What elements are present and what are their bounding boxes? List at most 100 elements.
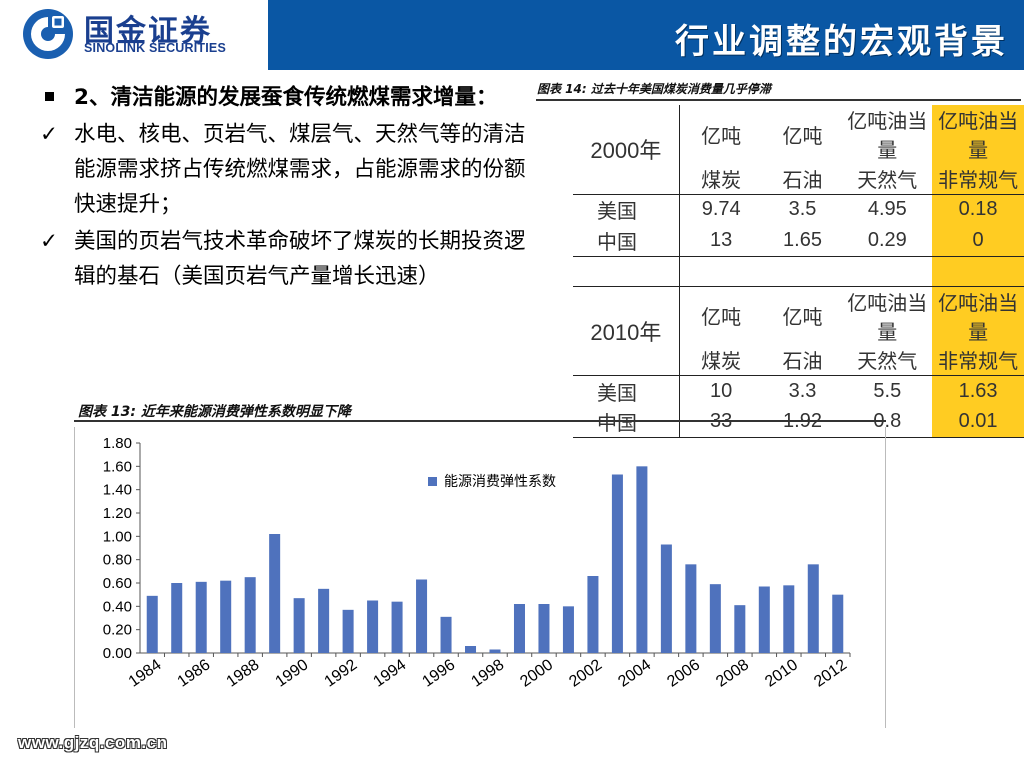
header-cell: 亿吨油当量: [847, 292, 928, 344]
table-row: 中国 13 1.65 0.29 0: [573, 225, 1024, 257]
bar-2000: [538, 604, 550, 653]
header-cell: 亿吨: [782, 307, 823, 329]
bar-2011: [807, 564, 819, 653]
header-cell: 亿吨: [782, 125, 823, 148]
table-caption: 图表 14: 过去十年美国煤炭消费量几乎停滞: [537, 82, 771, 96]
bullet-text: 2、清洁能源的发展蚕食传统燃煤需求增量：: [74, 85, 498, 110]
value-cell: 9.74: [679, 193, 763, 225]
checkmark-icon: ✓: [39, 229, 58, 254]
country-cell: 美国: [573, 375, 680, 407]
value-cell: 10: [679, 375, 763, 407]
bar-1997: [465, 646, 477, 653]
y-tick-label: 0.40: [103, 598, 132, 615]
table-row: 煤炭 石油 天然气 非常规气: [573, 344, 1024, 376]
bar-2001: [562, 606, 574, 653]
x-tick-label: 1994: [370, 656, 409, 690]
bar-1990: [293, 598, 305, 653]
bullet-text: 水电、核电、页岩气、煤层气、天然气等的清洁能源需求挤占传统燃煤需求，占能源需求的…: [74, 122, 526, 217]
value-cell: 0.8: [842, 406, 933, 438]
bar-1985: [171, 583, 183, 653]
header-cell: 煤炭: [701, 169, 742, 192]
header-cell: 天然气: [857, 169, 918, 192]
table-row: 美国 9.74 3.5 4.95 0.18: [573, 193, 1024, 225]
value-cell: 3.5: [762, 193, 843, 225]
header-cell: 天然气: [857, 351, 918, 374]
value-cell: 0.18: [932, 193, 1024, 225]
value-cell: 0.01: [932, 406, 1024, 438]
bar-2010: [783, 585, 795, 653]
x-tick-label: 2002: [566, 656, 605, 690]
header-bar: 国金证券 SINOLINK SECURITIES 行业调整的宏观背景: [0, 0, 1024, 70]
bar-1987: [220, 580, 232, 653]
y-tick-label: 1.40: [103, 482, 132, 499]
bar-2009: [758, 586, 770, 653]
header-cell: 石油: [782, 351, 823, 374]
square-bullet-icon: [32, 80, 66, 115]
bar-2002: [587, 576, 599, 653]
table-spacer-row: [573, 256, 1024, 287]
logo-chinese-name: 国金证券: [84, 14, 212, 49]
bullet-item: 2、清洁能源的发展蚕食传统燃煤需求增量：: [30, 80, 530, 115]
value-cell: 33: [679, 406, 763, 438]
header-cell: 亿吨油当量: [847, 111, 928, 162]
x-tick-label: 1990: [273, 656, 312, 690]
legend-label: 能源消费弹性系数: [444, 474, 556, 490]
year-cell: 2010年: [573, 286, 680, 376]
bar-1984: [146, 595, 158, 653]
y-tick-label: 0.20: [103, 622, 132, 639]
bar-2007: [709, 584, 721, 653]
header-cell: 非常规气: [932, 163, 1024, 194]
bar-2005: [660, 544, 672, 653]
sinolink-logo-icon: [23, 9, 73, 59]
bar-2008: [734, 605, 746, 653]
x-tick-label: 1992: [321, 656, 360, 690]
y-tick-label: 0.80: [103, 552, 132, 569]
y-tick-label: 0.60: [103, 575, 132, 592]
bar-1991: [318, 588, 330, 653]
x-tick-label: 1988: [224, 656, 263, 690]
x-tick-label: 2010: [762, 656, 801, 690]
x-tick-label: 2006: [664, 656, 703, 690]
header-cell: 亿吨: [701, 307, 742, 329]
bar-1995: [416, 579, 428, 653]
year-cell: 2000年: [573, 105, 680, 194]
header-cell: 亿吨油当量: [932, 105, 1024, 163]
country-cell: 美国: [573, 193, 680, 225]
bullet-item: ✓ 美国的页岩气技术革命破坏了煤炭的长期投资逻辑的基石（美国页岩气产量增长迅速）: [30, 224, 530, 294]
value-cell: 0.29: [842, 225, 933, 257]
bar-1998: [489, 649, 501, 653]
bar-2004: [636, 466, 648, 653]
header-cell: 煤炭: [701, 351, 742, 374]
checkmark-icon: ✓: [39, 122, 58, 147]
bar-1993: [367, 600, 379, 653]
legend-swatch: [428, 477, 437, 486]
header-cell: 非常规气: [932, 344, 1024, 376]
bar-2003: [611, 474, 623, 653]
country-cell: 中国: [573, 225, 680, 257]
y-tick-label: 1.80: [103, 435, 132, 452]
table-row: 美国 10 3.3 5.5 1.63: [573, 375, 1024, 407]
x-tick-label: 1996: [419, 656, 458, 690]
x-tick-label: 1986: [175, 656, 214, 690]
logo-english-name: SINOLINK SECURITIES: [84, 41, 227, 55]
bar-2006: [685, 564, 697, 653]
energy-consumption-table: 2000年 亿吨 亿吨 亿吨油当量 亿吨油当量 煤炭 石油 天然气 非常规气 美…: [573, 105, 1024, 438]
header-cell: 亿吨: [701, 125, 742, 148]
value-cell: 5.5: [842, 375, 933, 407]
y-tick-label: 1.20: [103, 505, 132, 522]
table-top-rule: [536, 99, 1021, 101]
value-cell: 0: [932, 225, 1024, 257]
bar-1988: [244, 577, 256, 653]
table-row: 2000年 亿吨 亿吨 亿吨油当量 亿吨油当量: [573, 105, 1024, 194]
bar-2012: [832, 594, 844, 653]
bullet-list: 2、清洁能源的发展蚕食传统燃煤需求增量： ✓ 水电、核电、页岩气、煤层气、天然气…: [30, 80, 530, 296]
country-cell: 中国: [573, 406, 680, 438]
bar-1992: [342, 609, 354, 653]
y-tick-label: 1.60: [103, 458, 132, 475]
bullet-text: 美国的页岩气技术革命破坏了煤炭的长期投资逻辑的基石（美国页岩气产量增长迅速）: [74, 229, 526, 289]
chart-top-rule: [74, 420, 886, 422]
y-tick-label: 1.00: [103, 528, 132, 545]
bar-1996: [440, 616, 452, 653]
y-tick-label: 0.00: [103, 645, 132, 662]
bar-1986: [195, 581, 207, 653]
